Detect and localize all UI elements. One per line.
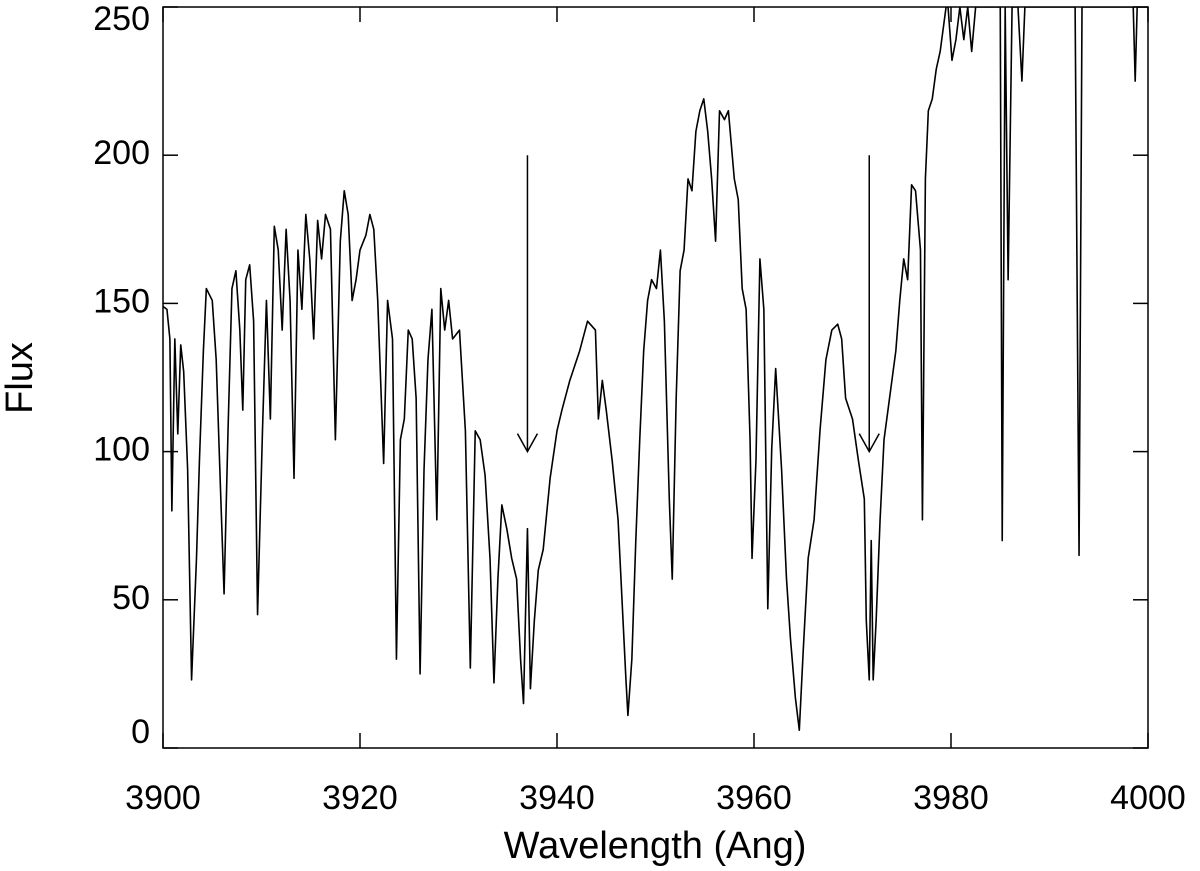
- y-tick-label: 150: [93, 282, 150, 320]
- arrow-head: [858, 433, 880, 454]
- y-tick-label: 200: [93, 134, 150, 172]
- x-tick-label: 4000: [1110, 779, 1186, 817]
- axes-frame: [162, 6, 1149, 749]
- x-axis-label: Wavelength (Ang): [504, 825, 807, 867]
- x-tick-label: 3940: [519, 779, 595, 817]
- y-tick-label: 50: [112, 579, 150, 617]
- x-tick-label: 3900: [125, 779, 201, 817]
- y-tick-label: 0: [131, 713, 150, 751]
- arrow-head: [516, 433, 539, 454]
- y-tick-label: 250: [93, 0, 150, 38]
- y-axis-label: Flux: [0, 342, 41, 414]
- x-tick-label: 3980: [913, 779, 989, 817]
- y-tick-label: 100: [93, 431, 150, 469]
- x-tick-label: 3920: [322, 779, 398, 817]
- x-tick-label: 3960: [716, 779, 792, 817]
- spectrum-line: [163, 7, 1148, 732]
- plot-area: [163, 7, 1148, 732]
